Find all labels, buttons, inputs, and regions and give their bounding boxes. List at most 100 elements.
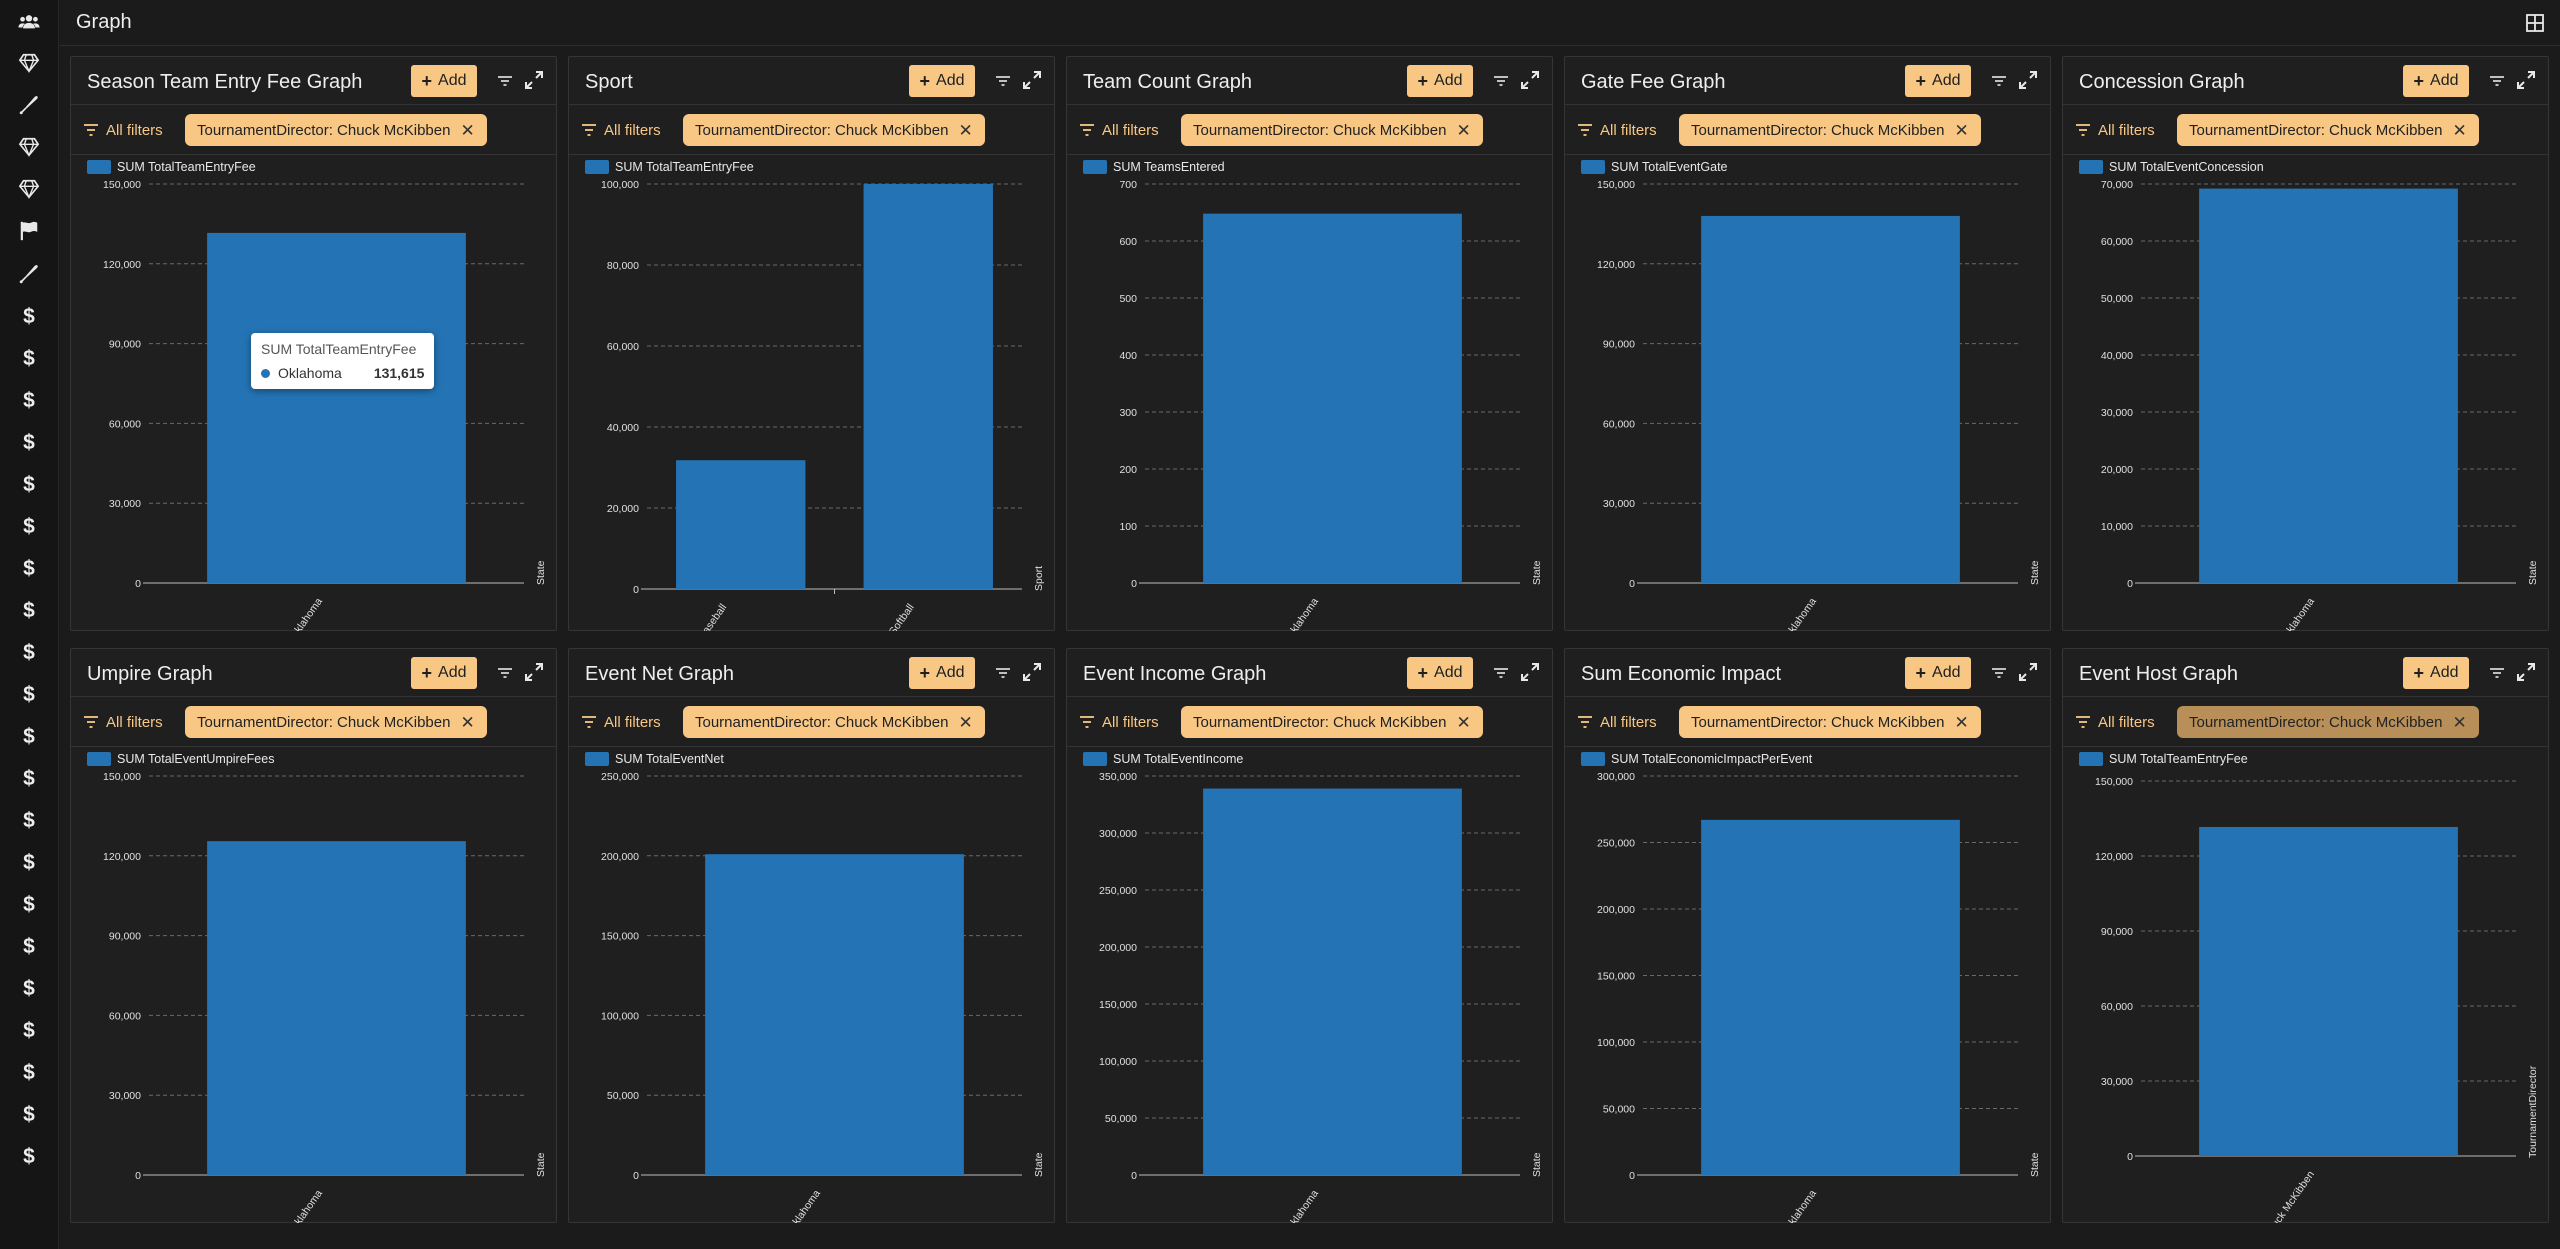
expand-icon[interactable] xyxy=(2515,69,2537,91)
dollar-icon[interactable]: $ xyxy=(23,346,35,370)
filter-chip[interactable]: TournamentDirector: Chuck McKibben ✕ xyxy=(185,114,487,146)
add-button[interactable]: + Add xyxy=(2403,65,2469,97)
dollar-icon[interactable]: $ xyxy=(23,1144,35,1168)
filter-chip[interactable]: TournamentDirector: Chuck McKibben ✕ xyxy=(683,114,985,146)
filter-icon[interactable] xyxy=(993,663,1013,683)
expand-icon[interactable] xyxy=(2017,69,2039,91)
all-filters-button[interactable]: All filters xyxy=(1577,710,1657,734)
panel-filter-bar: All filters TournamentDirector: Chuck Mc… xyxy=(1067,697,1552,747)
add-button[interactable]: + Add xyxy=(1407,657,1473,689)
add-button[interactable]: + Add xyxy=(1905,65,1971,97)
add-button[interactable]: + Add xyxy=(1905,657,1971,689)
filter-icon[interactable] xyxy=(993,71,1013,91)
all-filters-label: All filters xyxy=(1600,713,1657,731)
add-button-label: Add xyxy=(438,72,467,89)
close-icon[interactable]: ✕ xyxy=(1954,120,1969,140)
close-icon[interactable]: ✕ xyxy=(1456,712,1471,732)
expand-icon[interactable] xyxy=(1021,661,1043,683)
filter-icon[interactable] xyxy=(495,663,515,683)
bar xyxy=(1701,819,1960,1175)
all-filters-button[interactable]: All filters xyxy=(581,118,661,142)
all-filters-button[interactable]: All filters xyxy=(1577,118,1657,142)
filter-chip[interactable]: TournamentDirector: Chuck McKibben ✕ xyxy=(2177,706,2479,738)
bat-icon[interactable] xyxy=(14,90,44,120)
filter-chip[interactable]: TournamentDirector: Chuck McKibben ✕ xyxy=(185,706,487,738)
close-icon[interactable]: ✕ xyxy=(460,712,475,732)
expand-icon[interactable] xyxy=(1519,69,1541,91)
dollar-icon[interactable]: $ xyxy=(23,556,35,580)
filter-chip[interactable]: TournamentDirector: Chuck McKibben ✕ xyxy=(1181,706,1483,738)
dollar-icon[interactable]: $ xyxy=(23,976,35,1000)
y-tick-label: 150,000 xyxy=(601,931,639,943)
close-icon[interactable]: ✕ xyxy=(2452,712,2467,732)
filter-icon[interactable] xyxy=(2487,71,2507,91)
dollar-icon[interactable]: $ xyxy=(23,934,35,958)
y-tick-label: 60,000 xyxy=(1603,418,1635,430)
all-filters-button[interactable]: All filters xyxy=(83,118,163,142)
expand-icon[interactable] xyxy=(523,69,545,91)
close-icon[interactable]: ✕ xyxy=(460,120,475,140)
filter-icon[interactable] xyxy=(1989,663,2009,683)
filter-icon[interactable] xyxy=(1491,663,1511,683)
dollar-icon[interactable]: $ xyxy=(23,1060,35,1084)
diamond-icon[interactable] xyxy=(14,48,44,78)
add-button[interactable]: + Add xyxy=(909,657,975,689)
dollar-icon[interactable]: $ xyxy=(23,598,35,622)
filter-chip[interactable]: TournamentDirector: Chuck McKibben ✕ xyxy=(1679,706,1981,738)
filter-chip[interactable]: TournamentDirector: Chuck McKibben ✕ xyxy=(1679,114,1981,146)
dollar-icon[interactable]: $ xyxy=(23,472,35,496)
plus-icon: + xyxy=(1915,71,1927,91)
add-button[interactable]: + Add xyxy=(411,657,477,689)
close-icon[interactable]: ✕ xyxy=(1456,120,1471,140)
flag-icon[interactable] xyxy=(14,216,44,246)
dollar-icon[interactable]: $ xyxy=(23,304,35,328)
expand-icon[interactable] xyxy=(1519,661,1541,683)
bar-chart: SUM TotalEventGate 0 30,000 60,000 90,000 120… xyxy=(1565,155,2052,631)
all-filters-button[interactable]: All filters xyxy=(1079,710,1159,734)
add-button[interactable]: + Add xyxy=(1407,65,1473,97)
expand-icon[interactable] xyxy=(523,661,545,683)
filter-chip[interactable]: TournamentDirector: Chuck McKibben ✕ xyxy=(2177,114,2479,146)
filter-chip[interactable]: TournamentDirector: Chuck McKibben ✕ xyxy=(1181,114,1483,146)
layout-grid-icon[interactable] xyxy=(2522,10,2548,36)
close-icon[interactable]: ✕ xyxy=(958,120,973,140)
filter-icon[interactable] xyxy=(495,71,515,91)
expand-icon[interactable] xyxy=(2515,661,2537,683)
diamond-icon[interactable] xyxy=(14,174,44,204)
add-button[interactable]: + Add xyxy=(2403,657,2469,689)
page-title: Graph xyxy=(76,11,132,33)
dollar-icon[interactable]: $ xyxy=(23,1018,35,1042)
diamond-icon[interactable] xyxy=(14,132,44,162)
add-button[interactable]: + Add xyxy=(411,65,477,97)
all-filters-button[interactable]: All filters xyxy=(2075,118,2155,142)
filter-icon[interactable] xyxy=(1989,71,2009,91)
all-filters-button[interactable]: All filters xyxy=(1079,118,1159,142)
all-filters-button[interactable]: All filters xyxy=(2075,710,2155,734)
dollar-icon[interactable]: $ xyxy=(23,640,35,664)
dollar-icon[interactable]: $ xyxy=(23,1102,35,1126)
close-icon[interactable]: ✕ xyxy=(1954,712,1969,732)
dollar-icon[interactable]: $ xyxy=(23,724,35,748)
filter-chip[interactable]: TournamentDirector: Chuck McKibben ✕ xyxy=(683,706,985,738)
expand-icon[interactable] xyxy=(1021,69,1043,91)
add-button-label: Add xyxy=(2430,664,2459,681)
dollar-icon[interactable]: $ xyxy=(23,766,35,790)
all-filters-button[interactable]: All filters xyxy=(83,710,163,734)
dollar-icon[interactable]: $ xyxy=(23,430,35,454)
y-tick-label: 90,000 xyxy=(109,931,141,943)
bat-icon[interactable] xyxy=(14,259,44,289)
close-icon[interactable]: ✕ xyxy=(2452,120,2467,140)
dollar-icon[interactable]: $ xyxy=(23,850,35,874)
filter-icon[interactable] xyxy=(2487,663,2507,683)
dollar-icon[interactable]: $ xyxy=(23,388,35,412)
users-icon[interactable] xyxy=(14,7,44,37)
dollar-icon[interactable]: $ xyxy=(23,514,35,538)
filter-icon[interactable] xyxy=(1491,71,1511,91)
dollar-icon[interactable]: $ xyxy=(23,808,35,832)
expand-icon[interactable] xyxy=(2017,661,2039,683)
close-icon[interactable]: ✕ xyxy=(958,712,973,732)
dollar-icon[interactable]: $ xyxy=(23,682,35,706)
all-filters-button[interactable]: All filters xyxy=(581,710,661,734)
dollar-icon[interactable]: $ xyxy=(23,892,35,916)
add-button[interactable]: + Add xyxy=(909,65,975,97)
